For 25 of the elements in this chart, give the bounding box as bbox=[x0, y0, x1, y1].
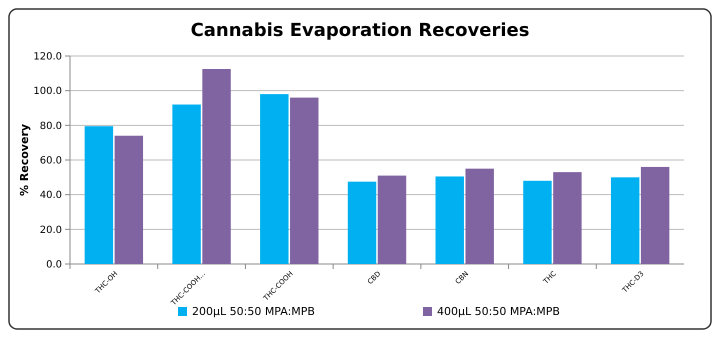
y-tick-label: 60.0 bbox=[40, 156, 62, 166]
bar bbox=[114, 136, 144, 264]
bar bbox=[553, 172, 582, 264]
y-axis-title: % Recovery bbox=[18, 124, 31, 196]
bar bbox=[610, 177, 640, 264]
legend-label: 200µL 50:50 MPA:MPB bbox=[192, 305, 315, 318]
chart-title: Cannabis Evaporation Recoveries bbox=[190, 20, 530, 41]
y-tick-label: 80.0 bbox=[40, 120, 62, 132]
y-tick-label: 20.0 bbox=[40, 224, 62, 236]
y-tick-label: 120.0 bbox=[33, 52, 62, 62]
legend-label: 400µL 50:50 MPA:MPB bbox=[437, 305, 560, 318]
bar bbox=[640, 166, 670, 264]
bar bbox=[260, 94, 289, 264]
bar bbox=[378, 176, 406, 264]
bar bbox=[172, 104, 201, 264]
bar bbox=[290, 98, 318, 264]
bar bbox=[84, 126, 114, 264]
y-tick-label: 40.0 bbox=[40, 190, 62, 202]
bar bbox=[202, 69, 231, 264]
bar bbox=[348, 182, 376, 264]
y-tick-label: 100.0 bbox=[33, 86, 62, 98]
bar bbox=[436, 176, 464, 264]
y-tick-label: 0.0 bbox=[46, 260, 62, 270]
bar bbox=[465, 168, 494, 264]
bar bbox=[523, 180, 552, 264]
